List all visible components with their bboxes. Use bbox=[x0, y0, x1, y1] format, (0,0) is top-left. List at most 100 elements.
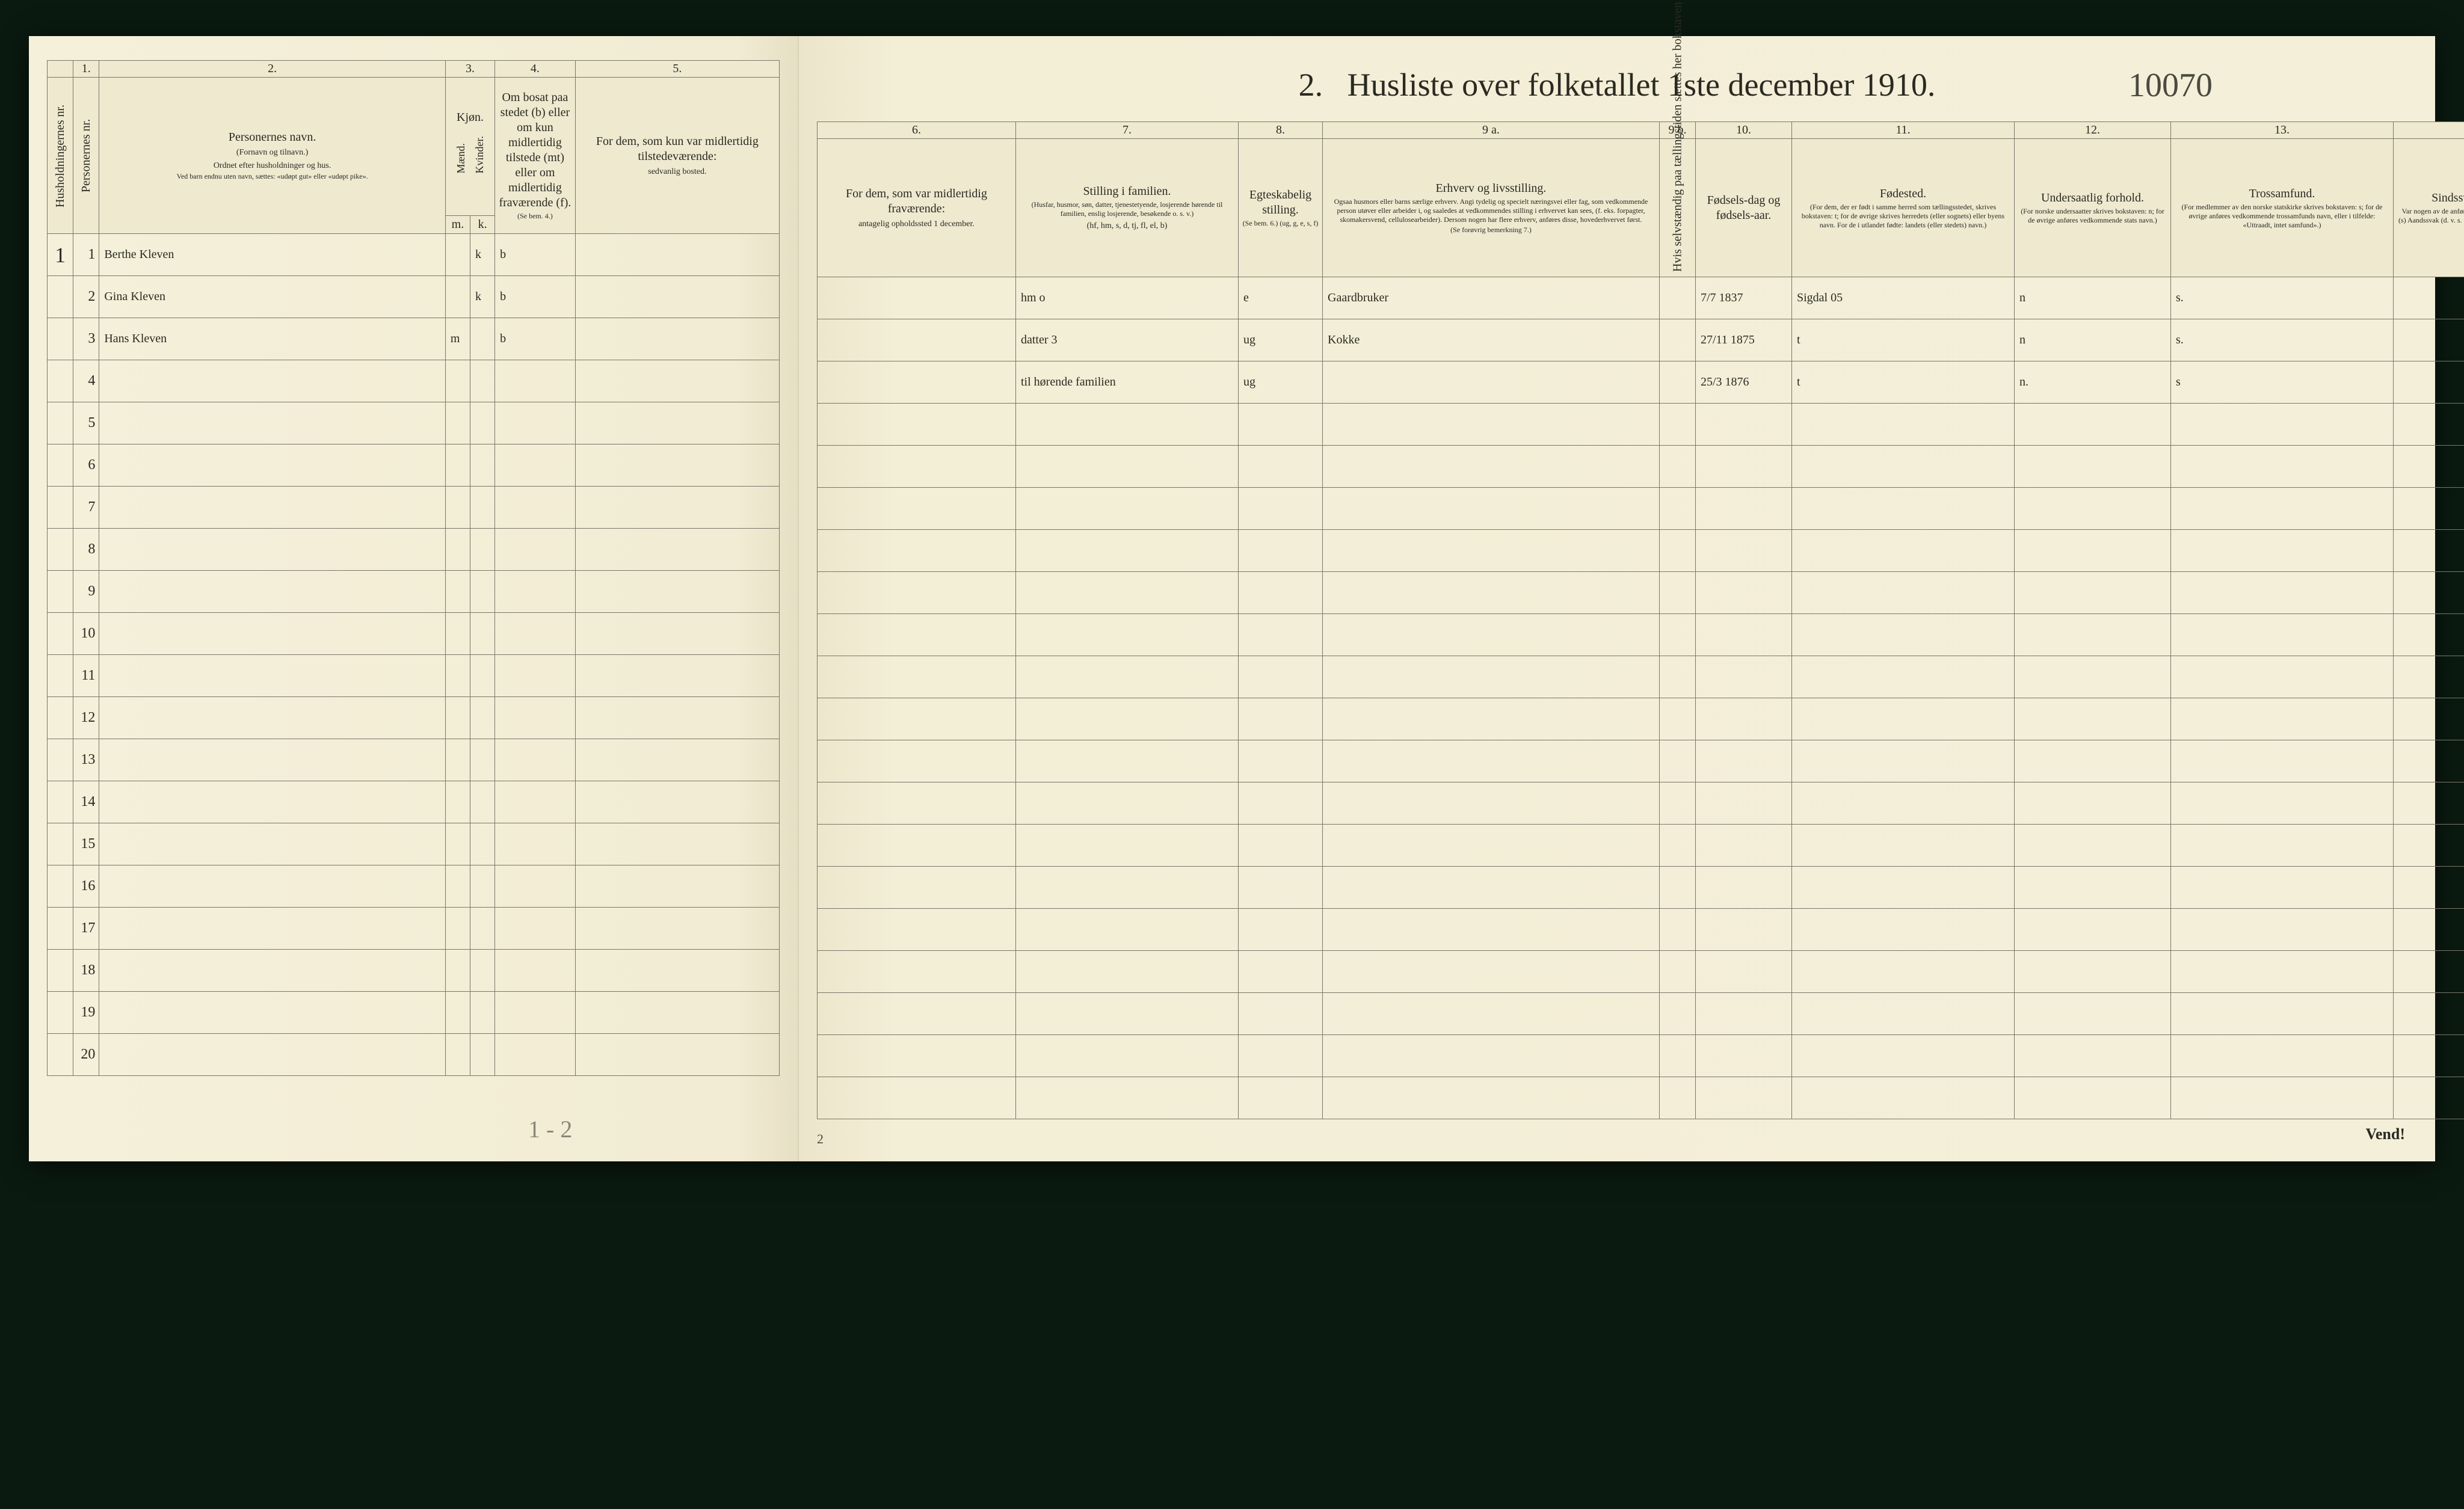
cell-empty bbox=[818, 656, 1016, 698]
cell-name: Berthe Kleven bbox=[99, 234, 446, 276]
colhead-bday: Fødsels-dag og fødsels-aar. bbox=[1696, 139, 1792, 277]
table-row: til hørende familienug25/3 1876tn.s bbox=[818, 361, 2464, 404]
cell-empty bbox=[1016, 740, 1239, 782]
title-prefix: 2. bbox=[1299, 67, 1323, 103]
cell-empty bbox=[2015, 1035, 2171, 1077]
cell-empty bbox=[1660, 909, 1696, 951]
cell-empty bbox=[2015, 404, 2171, 446]
cell-empty bbox=[1323, 993, 1660, 1035]
cell-disability bbox=[2394, 319, 2464, 361]
cell-empty bbox=[575, 697, 779, 739]
cell-empty bbox=[1696, 867, 1792, 909]
cell-household-no bbox=[48, 402, 73, 444]
cell-empty bbox=[445, 781, 470, 823]
colhead-fam-title: Stilling i familien. bbox=[1083, 185, 1171, 198]
colnum-6: 6. bbox=[818, 122, 1016, 139]
cell-household-no bbox=[48, 318, 73, 360]
cell-empty bbox=[818, 909, 1016, 951]
colhead-occ-sub1: Ogsaa husmors eller barns særlige erhver… bbox=[1326, 197, 1656, 224]
cell-person-no: 8 bbox=[73, 529, 99, 571]
cell-empty bbox=[1239, 446, 1323, 488]
cell-empty bbox=[2171, 825, 2394, 867]
cell-empty bbox=[818, 1035, 1016, 1077]
cell-absent bbox=[818, 319, 1016, 361]
cell-temp-present bbox=[575, 276, 779, 318]
cell-empty bbox=[99, 823, 446, 865]
colnum-3: 3. bbox=[445, 61, 494, 78]
cell-birthdate: 27/11 1875 bbox=[1696, 319, 1792, 361]
table-row: 11Berthe Klevenkb bbox=[48, 234, 780, 276]
colhead-abs-title: For dem, som var midlertidig fraværende: bbox=[846, 187, 987, 215]
cell-empty bbox=[818, 488, 1016, 530]
cell-person-no: 5 bbox=[73, 402, 99, 444]
cell-empty bbox=[2394, 446, 2464, 488]
cell-empty bbox=[445, 529, 470, 571]
colhead-nat: Undersaatlig forhold. (For norske under­… bbox=[2015, 139, 2171, 277]
cell-empty bbox=[1660, 530, 1696, 572]
cell-empty bbox=[2015, 782, 2171, 825]
cell-household-no bbox=[48, 276, 73, 318]
table-row bbox=[818, 867, 2464, 909]
colhead-mar-title: Egteska­belig stilling. bbox=[1249, 188, 1311, 217]
cell-empty bbox=[99, 697, 446, 739]
cell-empty bbox=[575, 444, 779, 487]
cell-empty bbox=[1323, 740, 1660, 782]
cell-nationality: n bbox=[2015, 277, 2171, 319]
colhead-nat-title: Undersaatlig forhold. bbox=[2041, 191, 2144, 204]
colhead-pn: Personernes nr. bbox=[73, 78, 99, 234]
cell-empty bbox=[495, 1034, 576, 1076]
cell-empty bbox=[1660, 1077, 1696, 1119]
cell-household-no: 1 bbox=[48, 234, 73, 276]
cell-temp-present bbox=[575, 318, 779, 360]
cell-empty bbox=[1323, 951, 1660, 993]
cell-empty bbox=[1323, 656, 1660, 698]
cell-empty bbox=[1660, 825, 1696, 867]
cell-empty bbox=[575, 487, 779, 529]
cell-empty bbox=[1696, 614, 1792, 656]
cell-empty bbox=[495, 781, 576, 823]
cell-empty bbox=[99, 360, 446, 402]
cell-empty bbox=[1696, 782, 1792, 825]
cell-empty bbox=[1323, 698, 1660, 740]
colhead-rel: Trossamfund. (For medlemmer av den norsk… bbox=[2171, 139, 2394, 277]
cell-empty bbox=[99, 1034, 446, 1076]
cell-person-no: 2 bbox=[73, 276, 99, 318]
cell-empty bbox=[1323, 1077, 1660, 1119]
table-row: 15 bbox=[48, 823, 780, 865]
cell-empty bbox=[575, 992, 779, 1034]
cell-empty bbox=[2171, 530, 2394, 572]
cell-empty bbox=[1696, 446, 1792, 488]
cell-empty bbox=[575, 823, 779, 865]
cell-person-no: 9 bbox=[73, 571, 99, 613]
cell-empty bbox=[818, 572, 1016, 614]
cell-empty bbox=[470, 781, 495, 823]
cell-empty bbox=[2171, 782, 2394, 825]
cell-household-no bbox=[48, 950, 73, 992]
cell-empty bbox=[2394, 867, 2464, 909]
table-row: 7 bbox=[48, 487, 780, 529]
cell-empty bbox=[1016, 993, 1239, 1035]
cell-empty bbox=[495, 613, 576, 655]
cell-empty bbox=[1792, 572, 2015, 614]
cell-religion: s. bbox=[2171, 319, 2394, 361]
cell-empty bbox=[1660, 740, 1696, 782]
cell-person-no: 3 bbox=[73, 318, 99, 360]
cell-absent bbox=[818, 361, 1016, 404]
colhead-name-sub1: (Fornavn og tilnavn.) bbox=[103, 147, 442, 158]
cell-empty bbox=[2394, 993, 2464, 1035]
cell-empty bbox=[575, 865, 779, 908]
colhead-dis: Sindssvak, døv eller blind. Var nogen av… bbox=[2394, 139, 2464, 277]
cell-household-no bbox=[48, 992, 73, 1034]
table-row: 9 bbox=[48, 571, 780, 613]
table-row: hm oeGaardbruker7/7 1837Sigdal 05ns. bbox=[818, 277, 2464, 319]
table-row: 2Gina Klevenkb bbox=[48, 276, 780, 318]
cell-empty bbox=[1660, 656, 1696, 698]
cell-empty bbox=[495, 950, 576, 992]
cell-empty bbox=[445, 360, 470, 402]
colhead-temp: For dem, som kun var midlertidig tilsted… bbox=[575, 78, 779, 234]
cell-person-no: 12 bbox=[73, 697, 99, 739]
cell-empty bbox=[2015, 530, 2171, 572]
cell-marital: e bbox=[1239, 277, 1323, 319]
cell-empty bbox=[445, 1034, 470, 1076]
table-row: 5 bbox=[48, 402, 780, 444]
